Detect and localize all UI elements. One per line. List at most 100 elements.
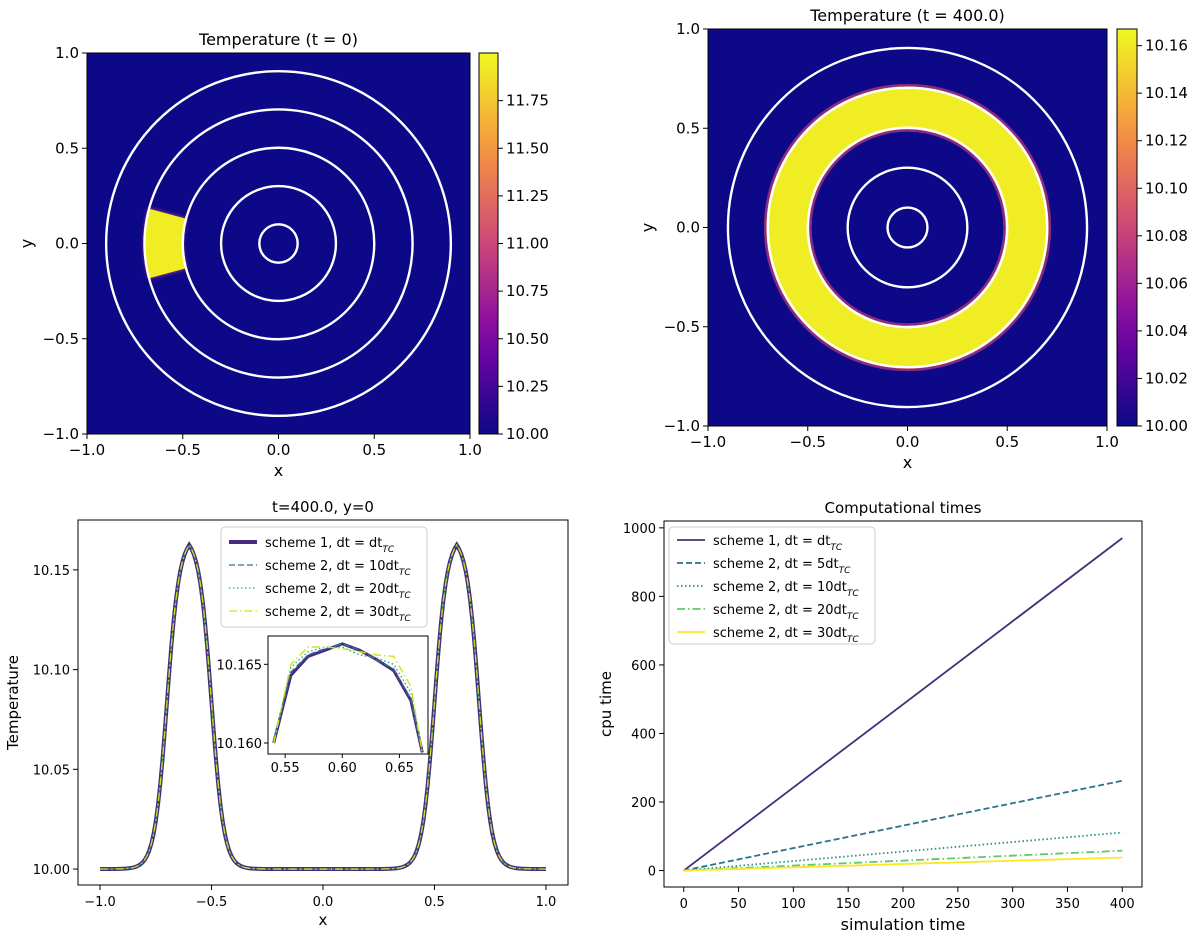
x-tick-label: 150 <box>836 897 861 912</box>
radius-circle <box>726 46 1089 409</box>
radius-circle <box>806 126 1009 329</box>
y-tick-label: −0.5 <box>43 330 79 348</box>
radius-circle <box>181 146 376 341</box>
y-tick-label: −1.0 <box>43 425 79 443</box>
colorbar-tick-label: 10.00 <box>506 425 549 443</box>
hot-region <box>144 208 187 279</box>
y-tick-label: 400 <box>631 727 656 742</box>
chart-title: t=400.0, y=0 <box>272 498 374 516</box>
colorbar-tick-label: 10.14 <box>1145 84 1188 102</box>
legend-label: scheme 2, dt = 10dtTC <box>265 559 411 578</box>
x-tick-label: −0.5 <box>196 895 228 910</box>
x-axis-label: x <box>319 911 328 929</box>
panel-p2: −1.0 −0.5 0.0 0.5 1.0 −1.0 −0.5 0.0 0.5 1.0 Temper… <box>638 6 1188 472</box>
y-tick-label: 200 <box>631 796 656 811</box>
y-tick-label: 10.05 <box>33 763 70 778</box>
x-tick-label: 1.0 <box>458 441 482 459</box>
inset-y-tick-label: 10.165 <box>217 658 263 673</box>
colorbar-tick-label: 10.00 <box>1145 417 1188 435</box>
x-tick-label: −1.0 <box>84 895 116 910</box>
inset-series-line <box>272 642 424 753</box>
y-axis-label: y <box>638 223 657 232</box>
x-tick-label: 1.0 <box>1095 433 1119 451</box>
y-tick-label: 1000 <box>623 522 656 537</box>
x-tick-label: 200 <box>891 897 916 912</box>
radius-circle <box>104 69 453 418</box>
inset-series-line <box>273 646 423 753</box>
x-tick-label: 100 <box>781 897 806 912</box>
panel-p4: 0 50 100 150 200 250 300 350 400 0 200 400 600 800 100… <box>597 499 1143 934</box>
x-tick-label: 300 <box>1000 897 1025 912</box>
x-tick-label: −1.0 <box>69 441 105 459</box>
x-tick-label: 350 <box>1055 897 1080 912</box>
colorbar-tick-label: 11.75 <box>506 92 549 110</box>
y-tick-label: 0.5 <box>55 139 79 157</box>
x-tick-label: 0 <box>680 897 688 912</box>
legend-subscript: TC <box>830 543 842 553</box>
x-tick-label: 0.5 <box>424 895 445 910</box>
legend-subscript: TC <box>847 612 859 622</box>
series-line <box>683 831 1123 872</box>
colorbar-tick-label: 10.75 <box>506 282 549 300</box>
legend-box <box>668 526 876 645</box>
series-line <box>683 849 1123 872</box>
radius-circle <box>766 86 1049 369</box>
x-tick-label: 0.5 <box>362 441 386 459</box>
colorbar-tick-label: 10.12 <box>1145 132 1188 150</box>
y-tick-label: 600 <box>631 659 656 674</box>
inset-y-tick-label: 10.160 <box>217 737 263 752</box>
y-axis-label: Temperature <box>4 655 22 751</box>
colorbar-tick-label: 10.25 <box>506 377 549 395</box>
x-tick-label: 1.0 <box>536 895 557 910</box>
panel-p3: −1.0 −0.5 0.0 0.5 1.0 10.00 10.05 10.10 10.15 t=4… <box>4 498 569 929</box>
legend-label: scheme 1, dt = dtTC <box>265 536 395 555</box>
inset-series-line <box>273 643 423 753</box>
panel-p1: −1.0 −0.5 0.0 0.5 1.0 −1.0 −0.5 0.0 0.5 1.0 Temper… <box>17 30 549 480</box>
x-axis-label: x <box>274 461 283 480</box>
radius-circle <box>886 206 929 249</box>
x-tick-label: 0.0 <box>267 441 291 459</box>
y-tick-label: 1.0 <box>676 20 700 38</box>
y-tick-label: −1.0 <box>664 417 700 435</box>
y-tick-label: 0 <box>648 865 656 880</box>
inset-x-tick-label: 0.65 <box>385 761 414 776</box>
colorbar-tick-label: 10.04 <box>1145 322 1188 340</box>
x-axis-label: simulation time <box>841 915 966 934</box>
inset-x-tick-label: 0.60 <box>328 761 357 776</box>
x-tick-label: −1.0 <box>690 433 726 451</box>
y-tick-label: 10.00 <box>33 863 70 878</box>
legend-label: scheme 2, dt = 5dtTC <box>713 557 851 576</box>
legend-label: scheme 2, dt = 30dtTC <box>713 626 859 645</box>
legend-subscript: TC <box>382 545 394 555</box>
inset-x-tick-label: 0.55 <box>271 761 300 776</box>
legend-subscript: TC <box>399 591 411 601</box>
y-tick-label: 800 <box>631 590 656 605</box>
x-axis-label: x <box>903 453 912 472</box>
series-line <box>683 537 1123 872</box>
legend-subscript: TC <box>847 589 859 599</box>
legend-subscript: TC <box>399 614 411 624</box>
legend-subscript: TC <box>399 568 411 578</box>
y-axis-label: y <box>17 239 36 248</box>
inset-frame <box>267 635 429 755</box>
y-tick-label: 10.15 <box>33 564 70 579</box>
radius-circle <box>219 184 338 303</box>
series-line <box>683 856 1123 872</box>
y-tick-label: 0.0 <box>676 219 700 237</box>
series-line <box>100 543 546 870</box>
y-tick-label: −0.5 <box>664 318 700 336</box>
y-tick-label: 0.5 <box>676 119 700 137</box>
x-tick-label: −0.5 <box>790 433 826 451</box>
chart-title: Computational times <box>825 499 982 517</box>
legend-box <box>220 526 428 628</box>
x-tick-label: 0.5 <box>995 433 1019 451</box>
x-tick-label: 0.0 <box>896 433 920 451</box>
colorbar-tick-label: 10.10 <box>1145 179 1188 197</box>
colorbar-tick-label: 11.00 <box>506 235 549 253</box>
x-tick-label: 400 <box>1110 897 1135 912</box>
legend-subscript: TC <box>839 566 851 576</box>
chart-title: Temperature (t = 0) <box>198 30 358 49</box>
legend-label: scheme 2, dt = 20dtTC <box>713 603 859 622</box>
chart-title: Temperature (t = 400.0) <box>809 6 1005 25</box>
colorbar <box>478 52 499 435</box>
